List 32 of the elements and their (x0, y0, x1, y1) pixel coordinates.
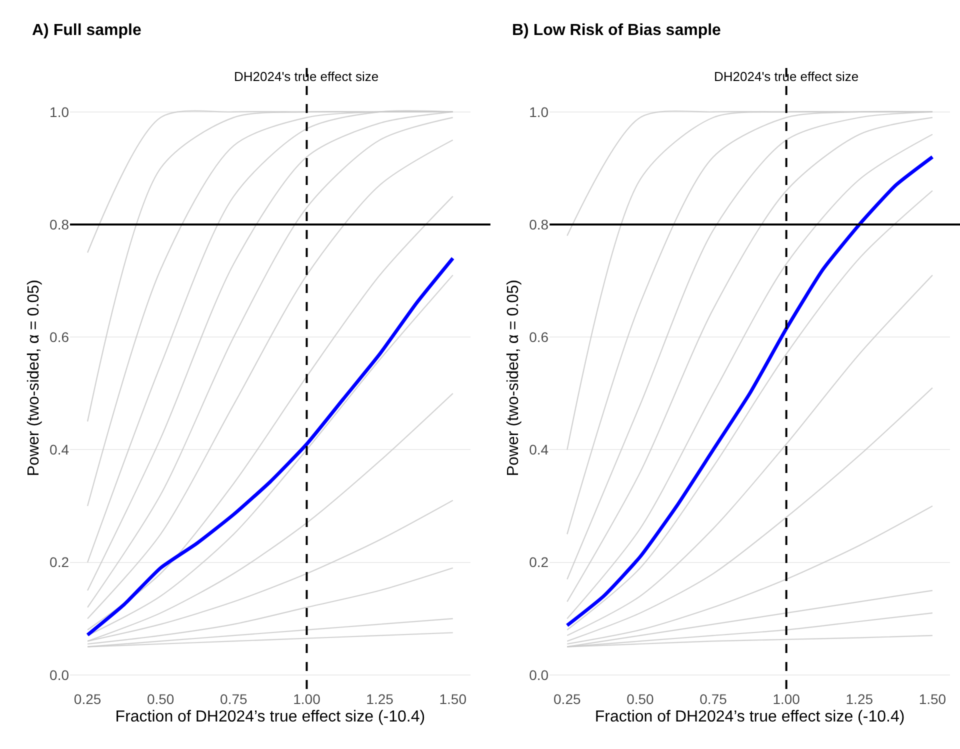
y-tick-label: 0.6 (529, 328, 549, 345)
x-tick-label: 0.75 (220, 691, 248, 707)
x-tick-label: 1.00 (293, 691, 321, 707)
y-tick-label: 0.0 (529, 666, 549, 683)
x-axis-title: Fraction of DH2024’s true effect size (-10.4) (115, 708, 426, 726)
x-tick-label: 1.50 (439, 691, 467, 707)
y-tick-label: 0.0 (50, 666, 70, 683)
y-tick-label: 0.4 (529, 442, 549, 458)
x-tick-label: 0.50 (626, 691, 654, 707)
x-tick-label: 1.25 (366, 691, 394, 707)
x-tick-label: 0.50 (146, 691, 174, 707)
x-tick-label: 0.25 (74, 691, 102, 707)
y-tick-label: 0.2 (50, 554, 70, 570)
y-axis-title: Power (two-sided, α = 0.05) (505, 280, 522, 476)
x-tick-label: 1.00 (772, 691, 800, 707)
y-tick-label: 1.0 (50, 104, 70, 120)
y-tick-label: 1.0 (529, 104, 549, 120)
y-tick-label: 0.4 (50, 442, 70, 458)
x-axis-title: Fraction of DH2024’s true effect size (-10.4) (594, 708, 905, 726)
ref-line-label: DH2024's true effect size (234, 69, 379, 84)
y-tick-label: 0.8 (529, 216, 549, 232)
y-tick-label: 0.8 (50, 216, 70, 232)
x-tick-label: 1.50 (918, 691, 946, 707)
y-tick-label: 0.6 (50, 328, 70, 345)
chart-title: A) Full sample (32, 22, 142, 39)
x-tick-label: 0.25 (554, 691, 581, 707)
ref-line-label: DH2024's true effect size (714, 69, 859, 84)
y-tick-label: 0.2 (529, 554, 549, 570)
y-axis-title: Power (two-sided, α = 0.05) (25, 280, 42, 476)
chart-title: B) Low Risk of Bias sample (512, 22, 722, 39)
x-tick-label: 1.25 (846, 691, 874, 707)
x-tick-label: 0.75 (700, 691, 728, 707)
